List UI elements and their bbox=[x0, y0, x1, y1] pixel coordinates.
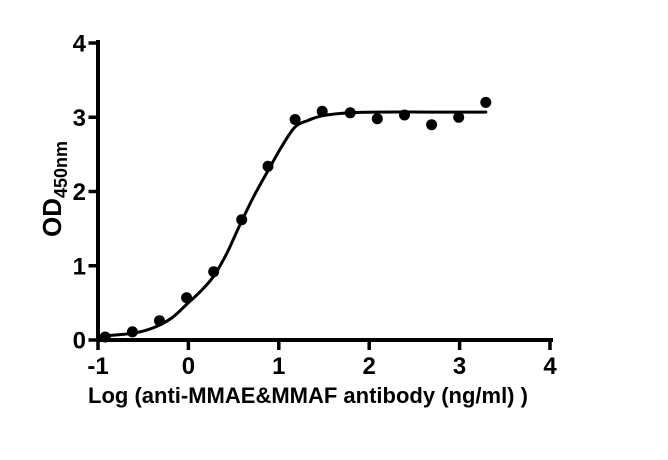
data-point bbox=[126, 326, 138, 338]
x-axis-title: Log (anti-MMAE&MMAF antibody (ng/ml) ) bbox=[88, 383, 528, 408]
data-point bbox=[371, 113, 383, 125]
data-point bbox=[154, 315, 165, 327]
y-tick-label: 1 bbox=[73, 253, 86, 280]
data-point bbox=[236, 214, 248, 226]
data-point bbox=[262, 160, 274, 172]
data-point bbox=[99, 331, 111, 343]
y-axis-title: OD450nm bbox=[37, 141, 71, 237]
x-tick-label: 0 bbox=[182, 353, 195, 380]
data-point bbox=[181, 292, 193, 304]
data-point bbox=[426, 119, 438, 131]
y-tick-label: 3 bbox=[73, 105, 86, 132]
x-tick-label: 1 bbox=[272, 353, 285, 380]
x-tick-label: 2 bbox=[363, 353, 376, 380]
y-tick-label: 2 bbox=[73, 179, 86, 206]
data-point bbox=[344, 107, 356, 119]
fit-curve bbox=[97, 110, 488, 338]
data-point bbox=[208, 266, 220, 278]
data-point bbox=[453, 111, 465, 123]
y-axis-title-subscript: 450nm bbox=[51, 141, 71, 198]
data-point bbox=[480, 96, 492, 108]
data-point bbox=[316, 105, 328, 117]
data-point bbox=[399, 109, 410, 121]
y-tick-label: 0 bbox=[73, 328, 86, 355]
x-tick-label: 4 bbox=[543, 353, 557, 380]
data-point bbox=[289, 114, 301, 125]
x-tick-label: -1 bbox=[87, 353, 108, 380]
y-axis-title-main: OD bbox=[37, 198, 67, 237]
y-tick-label: 4 bbox=[73, 31, 87, 58]
x-tick-label: 3 bbox=[453, 353, 466, 380]
